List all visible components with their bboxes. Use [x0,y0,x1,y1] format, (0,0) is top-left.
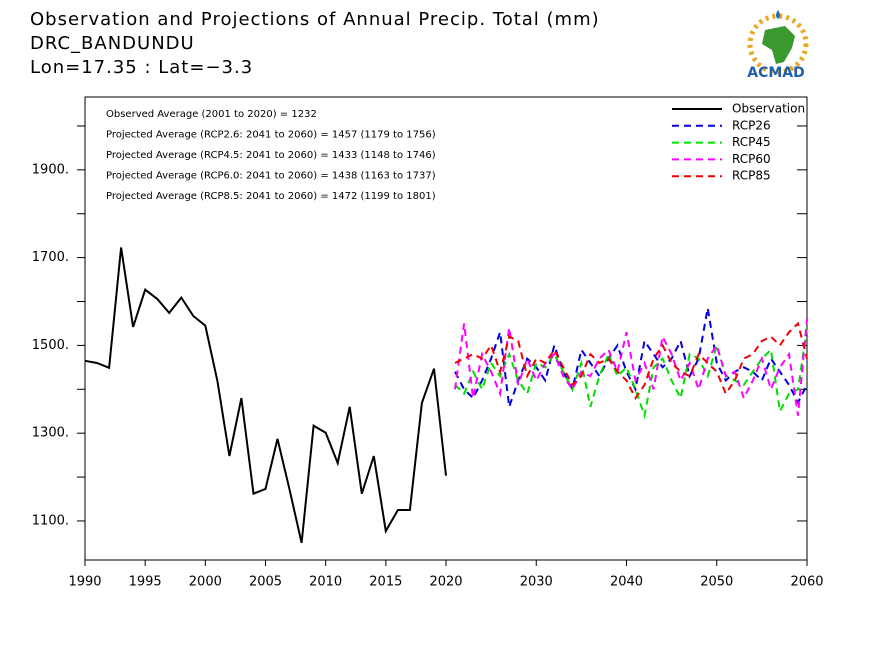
logo: ACMAD [747,10,809,81]
chart-title: Observation and Projections of Annual Pr… [30,9,600,30]
legend-label: RCP85 [732,169,771,183]
annotation: Projected Average (RCP8.5: 2041 to 2060)… [106,191,436,202]
y-tick-label: 1500. [32,338,69,353]
location: Lon=17.35 : Lat=−3.3 [30,57,253,78]
x-tick-label: 1990 [68,575,101,590]
series-line [84,247,447,544]
y-tick-label: 1700. [32,250,69,265]
x-tick-label: 2000 [189,575,222,590]
series-line [454,319,808,416]
y-tick-label: 1100. [32,513,69,528]
logo-ring [747,13,809,75]
x-tick-label: 2010 [309,575,342,590]
logo-text: ACMAD [747,65,805,81]
x-tick-label: 2015 [369,575,402,590]
x-tick-label: 1995 [129,575,162,590]
x-tick-label: 2040 [610,575,643,590]
series-line [454,307,808,408]
x-tick-label: 2060 [790,575,823,590]
annotation: Observed Average (2001 to 2020) = 1232 [106,109,317,120]
logo-drop [776,10,780,19]
x-tick-label: 2030 [520,575,553,590]
chart-subtitle: DRC_BANDUNDU [30,33,195,54]
y-tick-label: 1300. [32,426,69,441]
legend-label: RCP60 [732,152,771,166]
legend-label: RCP45 [732,135,771,149]
series-line [454,321,808,401]
x-tick-label: 2050 [700,575,733,590]
annotation: Projected Average (RCP2.6: 2041 to 2060)… [106,130,436,141]
annotation: Projected Average (RCP6.0: 2041 to 2060)… [106,171,436,182]
logo-africa [762,26,795,64]
x-tick-label: 2005 [249,575,282,590]
annotation: Projected Average (RCP4.5: 2041 to 2060)… [106,150,436,161]
legend-label: Observation [732,102,805,116]
series-line [454,327,808,420]
legend-label: RCP26 [732,118,771,132]
x-tick-label: 2020 [429,575,462,590]
y-tick-label: 1900. [32,162,69,177]
